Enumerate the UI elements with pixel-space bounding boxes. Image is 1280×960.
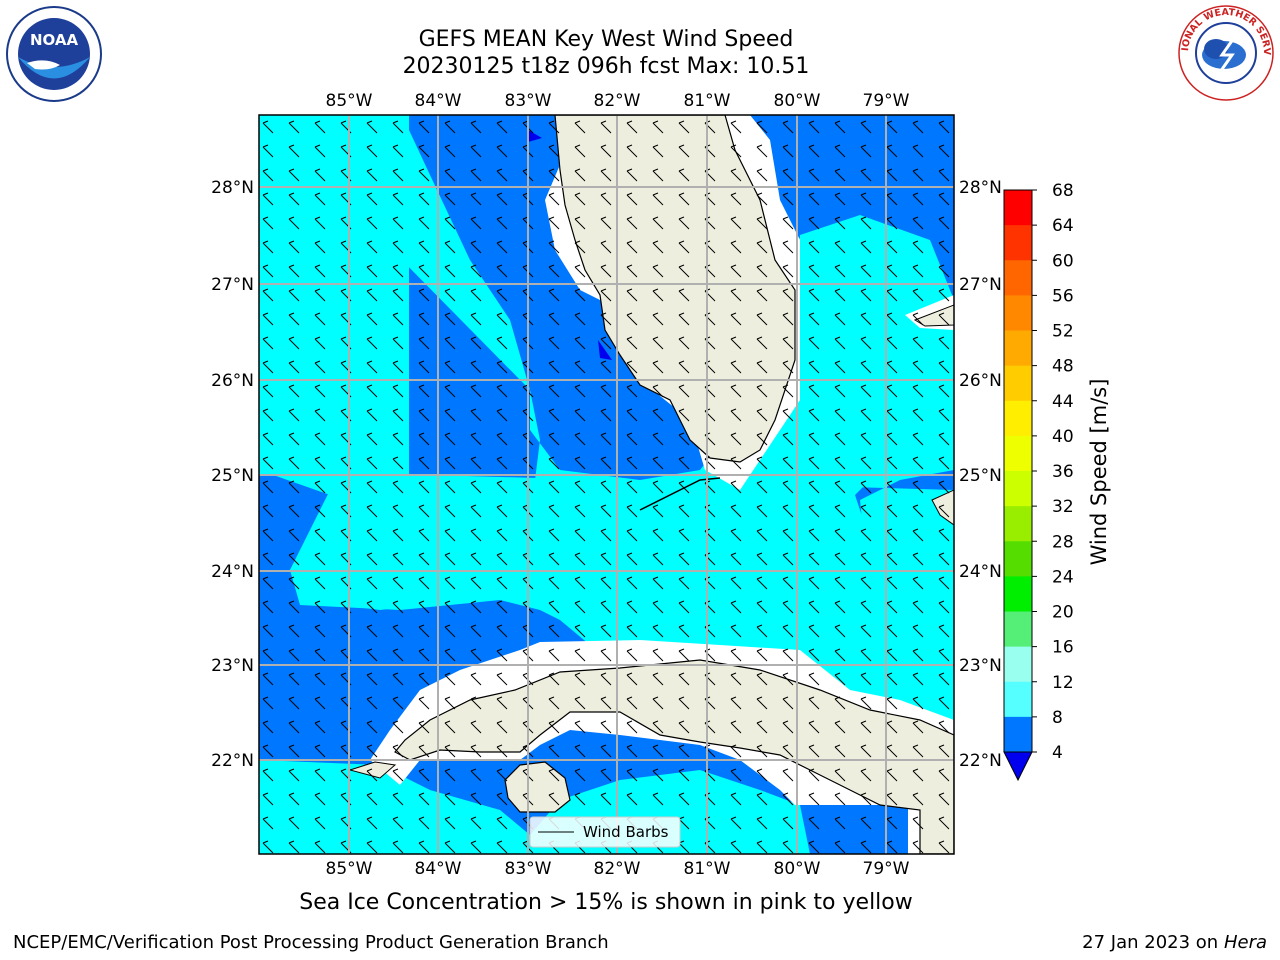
colorbar-segment — [1004, 225, 1032, 261]
colorbar: 68 64 60 56 52 48 44 40 36 32 28 24 20 16 12 8 4 — [1003, 181, 1074, 782]
lat-label: 22°N — [211, 751, 254, 771]
noaa-logo-text: NOAA — [30, 31, 79, 49]
lon-label: 83°W — [505, 91, 552, 111]
colorbar-under-arrow — [1003, 751, 1033, 782]
lat-labels-right: 28°N 27°N 26°N 25°N 24°N 23°N 22°N — [959, 178, 1002, 771]
lon-labels-bottom: 85°W 84°W 83°W 82°W 81°W 80°W 79°W — [326, 859, 910, 879]
lon-label: 82°W — [594, 859, 641, 879]
colorbar-segment — [1004, 365, 1032, 402]
colorbar-tick-label: 36 — [1052, 462, 1074, 482]
nws-logo: NATIONAL WEATHER SERVICE — [1176, 3, 1276, 103]
lon-label: 82°W — [594, 91, 641, 111]
colorbar-tick-label: 4 — [1052, 743, 1063, 763]
lon-label: 80°W — [774, 859, 821, 879]
lat-label: 28°N — [959, 178, 1002, 198]
footer-host: Hera — [1223, 932, 1267, 953]
lat-label: 28°N — [211, 178, 254, 198]
colorbar-tick-label: 52 — [1052, 322, 1074, 342]
chart-subtitle-run: 20230125 t18z 096h fcst Max: 10.51 — [402, 54, 810, 79]
footer-date-text: 27 Jan 2023 on — [1082, 932, 1224, 953]
sea-ice-note: Sea Ice Concentration > 15% is shown in … — [299, 890, 913, 915]
lat-label: 27°N — [211, 275, 254, 295]
colorbar-tick-label: 28 — [1052, 532, 1074, 552]
lon-label: 79°W — [863, 91, 910, 111]
legend-label: Wind Barbs — [583, 823, 669, 841]
colorbar-segment — [1004, 260, 1032, 296]
colorbar-segment — [1004, 471, 1032, 507]
colorbar-tick-label: 32 — [1052, 497, 1074, 517]
colorbar-segment — [1004, 400, 1032, 437]
lon-label: 85°W — [326, 91, 373, 111]
lon-label: 81°W — [684, 859, 731, 879]
lat-label: 25°N — [211, 466, 254, 486]
colorbar-segment — [1004, 435, 1032, 472]
lat-label: 26°N — [959, 371, 1002, 391]
noaa-logo: NOAA — [5, 5, 103, 103]
colorbar-segment — [1004, 646, 1032, 683]
colorbar-segment — [1004, 716, 1032, 752]
chart-title: GEFS MEAN Key West Wind Speed — [418, 27, 794, 52]
colorbar-segment — [1004, 506, 1032, 542]
colorbar-tick-label: 48 — [1052, 357, 1074, 377]
footer-date: 27 Jan 2023 on Hera — [1082, 932, 1267, 953]
lon-label: 79°W — [863, 859, 910, 879]
lat-label: 24°N — [211, 562, 254, 582]
lat-label: 22°N — [959, 751, 1002, 771]
colorbar-tick-label: 8 — [1052, 708, 1063, 728]
lon-label: 81°W — [684, 91, 731, 111]
colorbar-segment — [1004, 295, 1032, 331]
colorbar-tick-label: 68 — [1052, 181, 1074, 201]
lat-label: 26°N — [211, 371, 254, 391]
map-legend: Wind Barbs — [529, 816, 681, 848]
colorbar-label: Wind Speed [m/s] — [1087, 379, 1111, 566]
lon-label: 85°W — [326, 859, 373, 879]
colorbar-tick-label: 40 — [1052, 427, 1074, 447]
colorbar-segment — [1004, 576, 1032, 612]
colorbar-segment — [1004, 190, 1032, 226]
lon-label: 84°W — [415, 91, 462, 111]
colorbar-segment — [1004, 541, 1032, 577]
colorbar-tick-label: 56 — [1052, 286, 1074, 306]
lat-label: 23°N — [959, 656, 1002, 676]
colorbar-tick-label: 20 — [1052, 603, 1074, 623]
colorbar-segment — [1004, 681, 1032, 718]
lat-labels-left: 28°N 27°N 26°N 25°N 24°N 23°N 22°N — [211, 178, 254, 771]
map-frame — [258, 114, 955, 855]
colorbar-tick-label: 16 — [1052, 638, 1074, 658]
colorbar-tick-label: 44 — [1052, 392, 1074, 412]
colorbar-tick-label: 64 — [1052, 216, 1074, 236]
lat-label: 24°N — [959, 562, 1002, 582]
lon-label: 80°W — [774, 91, 821, 111]
lat-label: 27°N — [959, 275, 1002, 295]
map-area — [259, 115, 954, 854]
colorbar-segment — [1004, 611, 1032, 648]
map-gridlines — [259, 115, 954, 854]
lat-label: 25°N — [959, 466, 1002, 486]
colorbar-tick-label: 60 — [1052, 251, 1074, 271]
lon-label: 84°W — [415, 859, 462, 879]
footer-branch: NCEP/EMC/Verification Post Processing Pr… — [13, 932, 609, 953]
colorbar-tick-label: 12 — [1052, 673, 1074, 693]
lat-label: 23°N — [211, 656, 254, 676]
lon-label: 83°W — [505, 859, 552, 879]
colorbar-tick-label: 24 — [1052, 567, 1074, 587]
colorbar-segment — [1004, 330, 1032, 367]
wind-barbs-layer — [259, 115, 954, 854]
lon-labels-top: 85°W 84°W 83°W 82°W 81°W 80°W 79°W — [326, 91, 910, 111]
